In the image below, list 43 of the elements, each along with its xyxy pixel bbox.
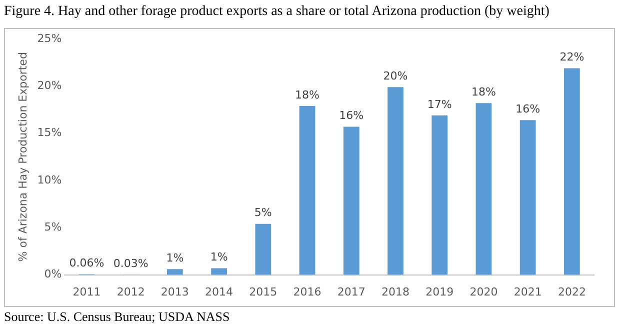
data-label: 17% xyxy=(427,98,452,111)
x-tick-label: 2019 xyxy=(426,285,454,298)
data-label: 18% xyxy=(471,85,496,98)
bar xyxy=(520,120,536,275)
bar xyxy=(564,68,580,275)
y-tick-label: 25% xyxy=(37,32,62,45)
y-tick-label: 15% xyxy=(37,126,62,140)
bar xyxy=(211,268,227,275)
bar xyxy=(255,224,272,275)
data-label: 16% xyxy=(339,109,364,122)
data-label: 1% xyxy=(166,252,184,264)
x-tick-label: 2020 xyxy=(470,285,498,298)
data-label: 22% xyxy=(560,50,584,64)
bar xyxy=(476,103,492,275)
data-label: 16% xyxy=(516,102,540,116)
data-label: 20% xyxy=(383,69,408,82)
y-tick-label: 0% xyxy=(44,268,62,281)
data-label: 18% xyxy=(295,88,320,102)
bar xyxy=(388,87,404,275)
data-label: 0.03% xyxy=(113,256,148,270)
y-tick-label: 5% xyxy=(44,220,62,234)
data-label: 0.06% xyxy=(69,256,104,270)
x-tick-label: 2014 xyxy=(205,285,234,298)
x-tick-label: 2012 xyxy=(116,285,145,298)
x-tick-label: 2017 xyxy=(337,285,366,298)
x-tick-label: 2011 xyxy=(72,285,101,298)
x-tick-label: 2022 xyxy=(558,285,586,298)
y-tick-label: 10% xyxy=(37,173,62,186)
x-tick-label: 2016 xyxy=(293,285,322,298)
data-label: 5% xyxy=(254,206,272,220)
data-label: 1% xyxy=(210,250,228,264)
bar xyxy=(166,269,183,275)
source-note: Source: U.S. Census Bureau; USDA NASS xyxy=(4,309,230,325)
x-tick-label: 2018 xyxy=(381,285,410,298)
y-axis-title: % of Arizona Hay Production Exported xyxy=(16,52,30,262)
bar xyxy=(343,126,360,275)
x-tick-label: 2013 xyxy=(160,285,189,298)
x-tick-label: 2021 xyxy=(514,285,542,298)
x-tick-label: 2015 xyxy=(249,285,278,298)
chart-title: Figure 4. Hay and other forage product exports as a share or total Arizona production (by weight) xyxy=(4,4,550,20)
bar xyxy=(299,106,316,275)
y-tick-label: 20% xyxy=(37,79,62,92)
bar xyxy=(432,115,448,275)
